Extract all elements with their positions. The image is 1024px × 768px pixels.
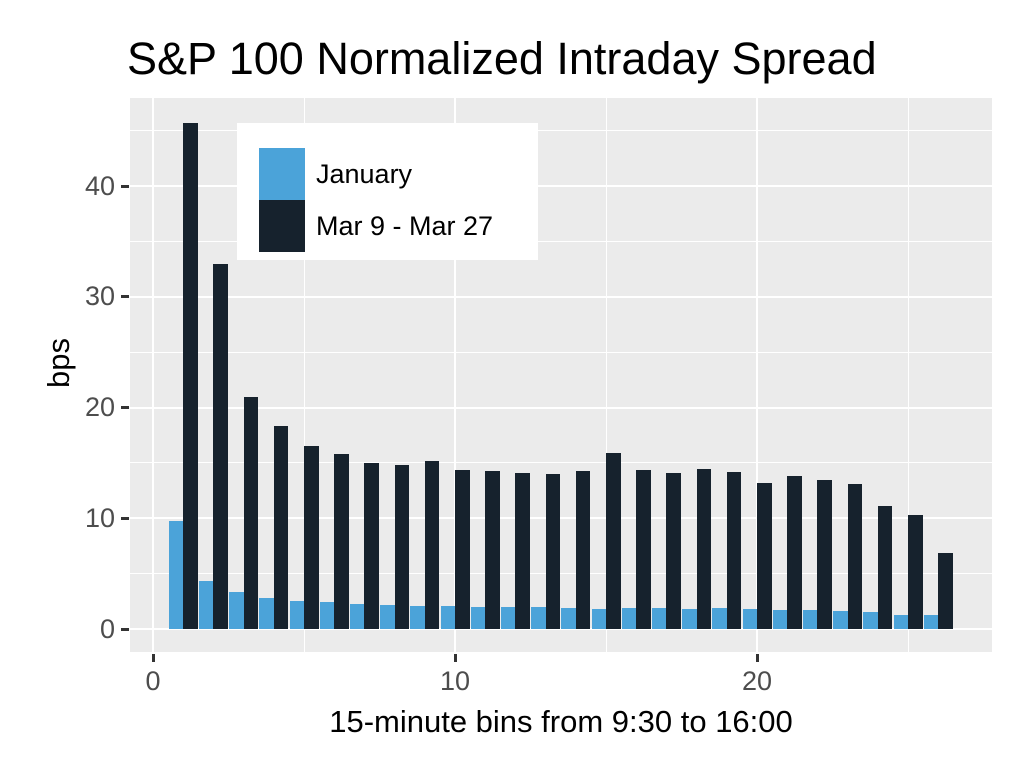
plot-panel	[130, 98, 992, 652]
x-tick-mark	[453, 654, 457, 662]
bar-january-23	[833, 611, 848, 629]
bar-january-19	[712, 607, 727, 629]
bar-march-9	[424, 460, 440, 629]
bar-january-20	[742, 609, 757, 629]
bar-january-5	[289, 601, 304, 629]
chart-title: S&P 100 Normalized Intraday Spread	[127, 33, 877, 84]
bar-january-24	[863, 612, 878, 629]
bar-january-6	[319, 602, 335, 629]
bar-march-18	[696, 468, 712, 629]
legend-swatch-january	[259, 148, 305, 200]
legend-label-january: January	[316, 159, 413, 189]
gridline-vertical-minor	[303, 98, 305, 652]
gridline-vertical-major	[756, 98, 758, 652]
x-tick-mark	[151, 654, 155, 662]
x-axis-title: 15-minute bins from 9:30 to 16:00	[329, 704, 793, 739]
x-tick-label: 20	[741, 666, 773, 696]
bar-march-25	[908, 514, 923, 629]
bar-march-20	[757, 482, 772, 629]
bar-january-21	[772, 610, 788, 629]
y-tick-mark	[121, 406, 129, 410]
bar-january-1	[168, 520, 184, 629]
gridline-horizontal-major	[130, 517, 992, 520]
bar-january-9	[410, 605, 425, 629]
bar-march-3	[243, 396, 259, 629]
bar-march-1	[183, 123, 198, 629]
y-tick-mark	[121, 184, 129, 188]
bar-january-26	[923, 614, 939, 629]
gridline-horizontal-minor	[130, 351, 992, 353]
gridline-vertical-major	[454, 98, 456, 652]
y-tick-label: 0	[99, 613, 115, 644]
bar-january-22	[802, 610, 818, 629]
bar-march-17	[666, 472, 681, 629]
bar-march-24	[877, 506, 893, 629]
x-tick-label: 0	[145, 666, 161, 696]
gridline-horizontal-major	[130, 628, 992, 630]
bar-january-11	[470, 606, 486, 629]
bar-january-15	[591, 609, 606, 629]
gridline-horizontal-major	[130, 295, 992, 298]
bar-march-5	[304, 446, 319, 629]
gridline-vertical-major	[152, 98, 154, 652]
bar-january-10	[440, 605, 455, 629]
bar-january-18	[682, 609, 697, 629]
y-tick-mark	[121, 295, 129, 299]
gridline-horizontal-major	[130, 406, 992, 409]
x-tick-label: 10	[439, 666, 471, 696]
y-tick-mark	[121, 516, 129, 520]
y-tick-label: 30	[84, 281, 115, 312]
gridline-horizontal-major	[130, 185, 992, 188]
bar-january-25	[893, 614, 908, 629]
bar-march-26	[938, 552, 953, 629]
gridline-vertical-minor	[907, 98, 909, 652]
legend: January Mar 9 - Mar 27	[237, 123, 538, 260]
bar-march-13	[545, 474, 561, 629]
y-axis-title: bps	[41, 338, 76, 388]
legend-label-march: Mar 9 - Mar 27	[316, 211, 494, 241]
bar-january-7	[349, 603, 365, 629]
bar-march-21	[787, 476, 802, 629]
bar-january-14	[561, 607, 576, 629]
y-tick-label: 40	[84, 170, 115, 201]
bar-march-2	[213, 263, 228, 629]
bar-january-16	[621, 607, 637, 629]
bar-march-7	[364, 462, 379, 629]
legend-swatch-march	[259, 200, 305, 252]
gridline-horizontal-minor	[130, 573, 992, 575]
bar-march-15	[606, 453, 621, 629]
gridline-vertical-minor	[605, 98, 607, 652]
y-tick-label: 20	[84, 392, 115, 423]
gridline-horizontal-minor	[130, 130, 992, 132]
bar-march-19	[726, 471, 742, 629]
bar-march-12	[515, 472, 530, 629]
bar-march-4	[273, 426, 289, 629]
bar-january-2	[198, 581, 214, 629]
bar-march-23	[847, 483, 863, 629]
gridline-horizontal-minor	[130, 462, 992, 464]
y-tick-label: 10	[84, 502, 115, 533]
bar-march-14	[575, 470, 591, 629]
x-tick-mark	[755, 654, 759, 662]
bar-march-22	[817, 479, 832, 629]
bar-march-6	[334, 454, 349, 629]
bar-march-16	[636, 469, 651, 629]
y-tick-mark	[121, 627, 129, 631]
bar-january-12	[500, 606, 516, 629]
gridline-horizontal-minor	[130, 241, 992, 243]
bar-january-3	[229, 592, 244, 629]
bar-march-8	[394, 465, 410, 629]
bar-march-10	[455, 469, 470, 629]
bar-january-4	[259, 598, 274, 629]
bar-january-8	[380, 604, 395, 629]
bar-march-11	[485, 470, 500, 629]
bar-january-13	[531, 606, 546, 629]
bar-january-17	[651, 607, 667, 629]
